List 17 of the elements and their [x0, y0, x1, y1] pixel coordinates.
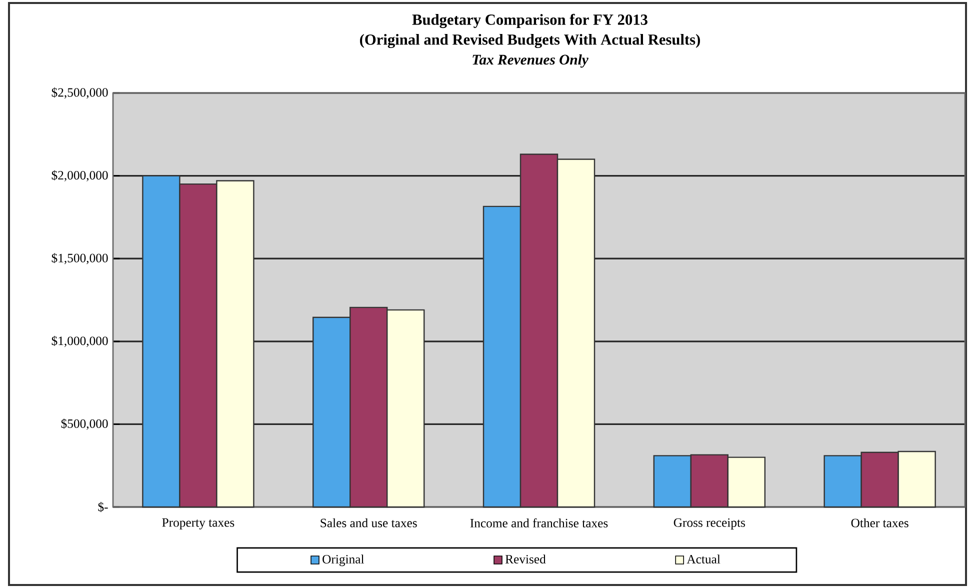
x-tick-label: Income and franchise taxes: [470, 518, 608, 528]
x-tick-label: Property taxes: [162, 518, 234, 530]
legend-label: Revised: [505, 554, 546, 564]
legend-label: Original: [322, 554, 364, 566]
x-tick-label: Gross receipts: [674, 518, 746, 530]
text: Tax Revenues Only: [472, 54, 588, 68]
y-tick-label: $2,000,000: [52, 170, 108, 182]
chart-subtitle: (Original and Revised Budgets With Actual Results): [360, 34, 700, 48]
chart-title: Budgetary Comparison for FY 2013: [412, 14, 648, 28]
x-tick-label: Other taxes: [851, 518, 908, 528]
y-tick-label: $-: [98, 502, 108, 512]
x-tick-label: Sales and use taxes: [320, 518, 417, 528]
y-tick-label: $2,500,000: [52, 87, 108, 99]
y-tick-label: $500,000: [61, 418, 108, 430]
legend-label: Actual: [686, 554, 720, 564]
y-tick-label: $1,500,000: [52, 253, 108, 264]
y-tick-label: $1,000,000: [52, 336, 108, 347]
